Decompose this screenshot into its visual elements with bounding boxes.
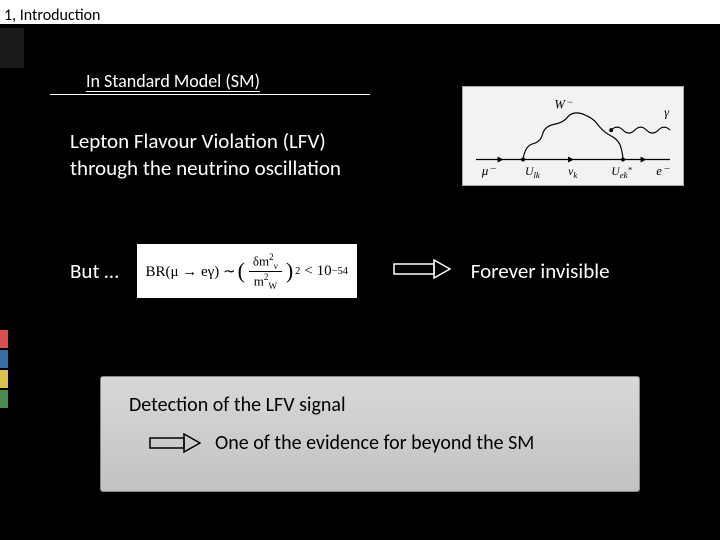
accent-color-bars <box>0 330 10 410</box>
feynman-diagram: μ⁻ Ulk νk Uek* e⁻ W⁻ γ <box>462 86 684 186</box>
lfv-description: Lepton Flavour Violation (LFV) through t… <box>70 128 341 183</box>
but-label: But … <box>70 258 119 284</box>
side-accent-block <box>0 28 24 68</box>
accent-bar-3 <box>0 370 8 388</box>
conclusion-box: Detection of the LFV signal One of the e… <box>100 376 640 492</box>
heading-underline <box>50 94 370 95</box>
accent-bar-4 <box>0 390 8 408</box>
implies-arrow-dark-icon <box>149 433 201 453</box>
br-prefix: BR(μ → eγ) ∼ <box>145 262 235 281</box>
top-strip <box>0 0 720 24</box>
section-heading-sm: In Standard Model (SM) <box>86 70 260 95</box>
slide-title: 1, Introduction <box>4 6 100 25</box>
accent-bar-2 <box>0 350 8 368</box>
but-row: But … BR(μ → eγ) ∼ ( δm2ν m2W )2 < 10−54… <box>70 244 684 298</box>
fraction: δm2ν m2W <box>249 252 282 291</box>
label-mu: μ⁻ <box>481 164 496 178</box>
feynman-svg: μ⁻ Ulk νk Uek* e⁻ W⁻ γ <box>463 87 683 185</box>
lfv-line-2: through the neutrino oscillation <box>70 155 341 182</box>
conclusion-row-2: One of the evidence for beyond the SM <box>149 431 619 455</box>
conclusion-line-2: One of the evidence for beyond the SM <box>215 431 534 455</box>
label-e: e⁻ <box>656 164 670 178</box>
accent-bar-1 <box>0 330 8 348</box>
branching-ratio-formula: BR(μ → eγ) ∼ ( δm2ν m2W )2 < 10−54 <box>137 244 357 298</box>
implies-arrow-icon <box>393 258 451 285</box>
label-w: W⁻ <box>554 98 573 112</box>
lfv-line-1: Lepton Flavour Violation (LFV) <box>70 128 341 155</box>
conclusion-line-1: Detection of the LFV signal <box>129 393 619 417</box>
forever-invisible-text: Forever invisible <box>471 258 610 284</box>
